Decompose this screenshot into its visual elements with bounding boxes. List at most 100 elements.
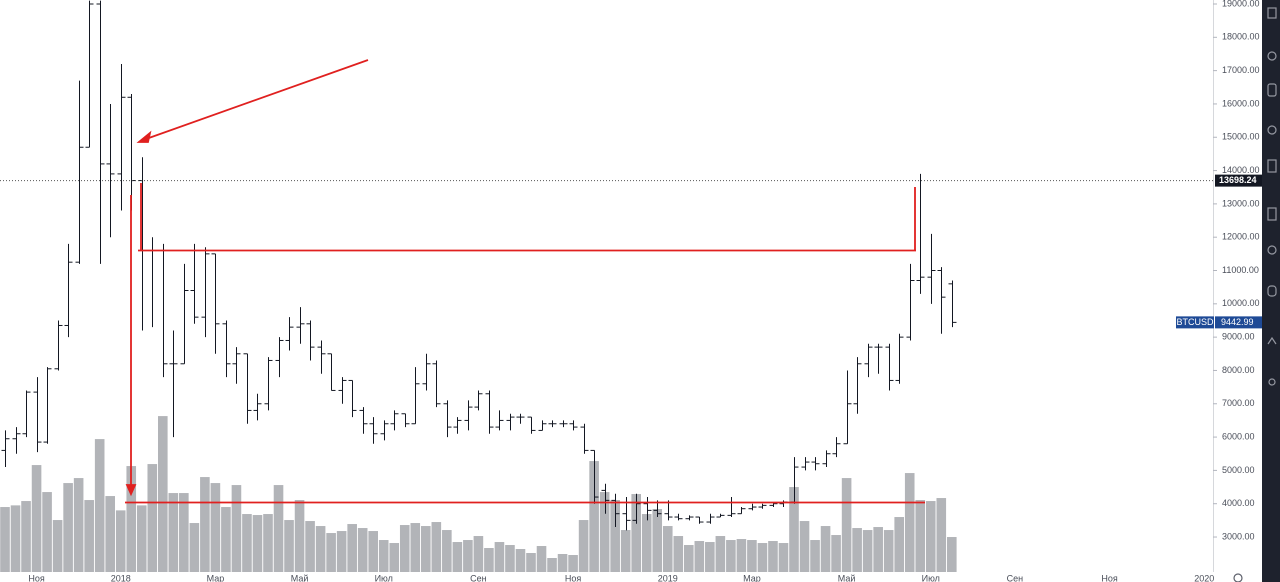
x-tick-label: 2018 xyxy=(111,573,131,582)
volume-bar xyxy=(841,478,852,572)
y-tick-label: 18000.00 xyxy=(1222,32,1260,42)
volume-bar xyxy=(294,500,305,572)
volume-bar xyxy=(463,540,473,572)
volume-bar xyxy=(200,477,210,572)
volume-bar xyxy=(273,485,284,572)
x-tick-label: Ноя xyxy=(28,573,45,582)
volume-bar xyxy=(357,528,368,572)
x-tick-label: Мар xyxy=(207,573,225,582)
y-tick-label: 19000.00 xyxy=(1222,0,1260,8)
volume-bar xyxy=(705,542,715,572)
volume-bar xyxy=(231,485,242,572)
volume-bar xyxy=(736,539,747,572)
price-tag-label: 9442.99 xyxy=(1221,317,1254,327)
volume-bar xyxy=(431,522,442,572)
y-tick-label: 5000.00 xyxy=(1222,465,1255,475)
volume-bar xyxy=(484,548,494,572)
y-tick-label: 13000.00 xyxy=(1222,198,1260,208)
y-tick-label: 9000.00 xyxy=(1222,332,1255,342)
annotations xyxy=(125,59,925,504)
x-tick-label: Сен xyxy=(470,573,487,582)
volume-bar xyxy=(852,528,862,572)
tool-icon[interactable] xyxy=(1267,207,1277,221)
volume-bar xyxy=(936,498,947,572)
volume-bar xyxy=(862,530,873,572)
volume-bar xyxy=(73,478,84,572)
volume-bar xyxy=(947,537,957,572)
x-tick-label: Мар xyxy=(743,573,761,582)
volume-bar xyxy=(315,526,326,572)
volume-bar xyxy=(768,541,778,572)
volume-bar xyxy=(10,505,21,572)
volume-bar xyxy=(221,507,231,572)
volume-bar xyxy=(715,536,726,572)
x-tick-label: Май xyxy=(838,573,856,582)
volume-bar xyxy=(925,501,936,572)
tool-icon[interactable] xyxy=(1267,336,1277,345)
symbol-tag xyxy=(1176,316,1214,329)
volume-bar xyxy=(347,524,357,572)
volume-bar xyxy=(63,483,73,572)
volume-bar xyxy=(0,507,10,572)
volume-bar xyxy=(557,554,568,572)
tool-icon[interactable] xyxy=(1267,7,1277,19)
x-tick-label: Сен xyxy=(1007,573,1024,582)
volume-bar xyxy=(21,501,31,572)
volume-bar xyxy=(747,540,757,572)
volume-bar xyxy=(284,520,294,572)
y-tick-label: 8000.00 xyxy=(1222,365,1255,375)
y-tick-label: 15000.00 xyxy=(1222,132,1260,142)
tool-icon[interactable] xyxy=(1267,125,1277,135)
volume-bar xyxy=(105,496,115,572)
volume-bar xyxy=(789,487,799,572)
volume-bar xyxy=(115,510,126,572)
y-tick-label: 14000.00 xyxy=(1222,165,1260,175)
volume-bar xyxy=(473,536,484,572)
volume-bar xyxy=(568,555,578,572)
volume-bar xyxy=(378,540,389,572)
volume-bar xyxy=(641,514,652,572)
volume-bar xyxy=(873,527,883,572)
volume-bar xyxy=(547,558,557,572)
y-tick-label: 3000.00 xyxy=(1222,531,1255,541)
volume-bar xyxy=(915,500,926,572)
y-tick-label: 4000.00 xyxy=(1222,498,1255,508)
y-tick-label: 11000.00 xyxy=(1222,265,1259,275)
y-tick-label: 6000.00 xyxy=(1222,431,1255,441)
tool-icon[interactable] xyxy=(1268,378,1276,386)
arrow-head xyxy=(125,484,137,497)
x-tick-label: Ноя xyxy=(1101,573,1118,582)
volume-bar xyxy=(810,540,820,572)
x-tick-label: Ноя xyxy=(565,573,582,582)
y-tick-label: 10000.00 xyxy=(1222,298,1260,308)
tool-icon[interactable] xyxy=(1267,285,1277,297)
volume-bar xyxy=(326,533,336,572)
tool-icon[interactable] xyxy=(1267,51,1277,61)
volume-bar xyxy=(904,473,915,572)
volume-bar xyxy=(526,553,536,572)
volume-bar xyxy=(399,525,410,572)
tool-icon[interactable] xyxy=(1267,245,1277,255)
volume-bar xyxy=(210,483,221,572)
volume-bar xyxy=(831,535,841,572)
tool-icon[interactable] xyxy=(1267,83,1277,97)
volume-bar xyxy=(179,493,189,572)
volume-bar xyxy=(336,531,347,572)
arrow-line xyxy=(145,59,369,140)
level-tag xyxy=(1215,174,1262,187)
volume-bar xyxy=(263,514,273,572)
volume-bar xyxy=(778,543,789,572)
volume-bar xyxy=(421,526,431,572)
volume-bar xyxy=(820,526,831,572)
x-tick-label: Май xyxy=(291,573,309,582)
toolbar-icons xyxy=(1267,7,1277,386)
settings-icon[interactable] xyxy=(1233,573,1243,582)
tool-icon[interactable] xyxy=(1267,159,1277,173)
volume-bar xyxy=(620,530,631,572)
volume-bar xyxy=(883,530,894,572)
volume-bar xyxy=(799,521,810,572)
y-tick-label: 12000.00 xyxy=(1222,232,1260,242)
volume-bar xyxy=(494,542,505,572)
